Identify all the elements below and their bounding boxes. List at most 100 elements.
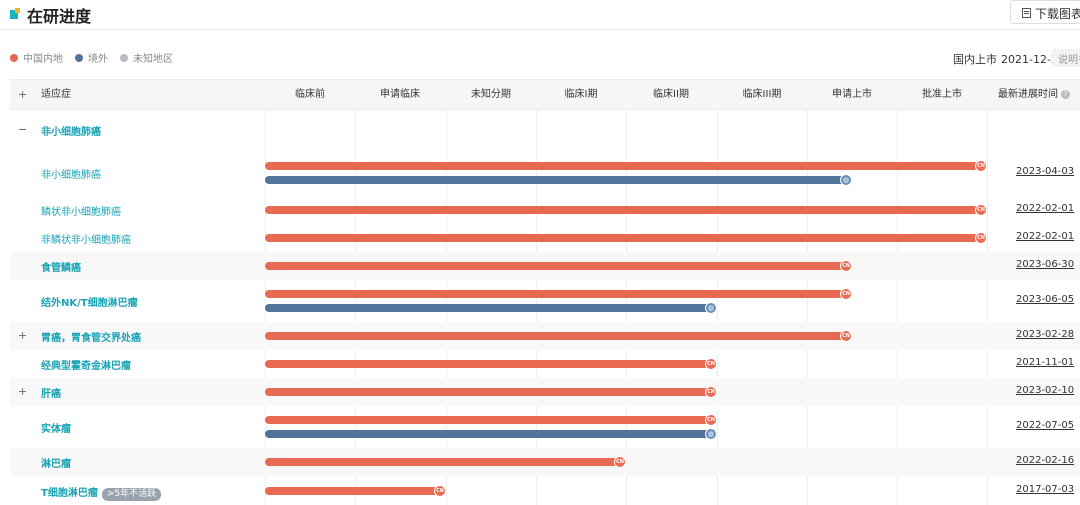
cn-badge-icon: CN [840, 288, 852, 300]
progress-bar-mainland[interactable]: CN [265, 288, 852, 300]
document-icon [1022, 8, 1031, 18]
column-header-indication: 适应症 [41, 89, 71, 100]
cn-badge-icon: CN [840, 330, 852, 342]
latest-progress-date-link[interactable]: 2022-02-16 [1016, 455, 1075, 466]
indication-link[interactable]: 食管鳞癌 [41, 259, 81, 274]
legend-label-mainland: 中国内地 [23, 54, 63, 65]
table-row[interactable]: 鳞状非小细胞肺癌 CN 2022-02-01 [10, 196, 1080, 224]
table-row[interactable]: 食管鳞癌 CN 2023-06-30 [10, 252, 1080, 280]
indication-link[interactable]: 胃癌，胃食管交界处癌 [41, 329, 141, 344]
progress-bar-overseas[interactable]: ◍ [265, 302, 717, 314]
progress-bar-mainland[interactable]: CN [265, 358, 717, 370]
page-title: 在研进度 [27, 7, 92, 26]
cn-badge-icon: CN [614, 456, 626, 468]
indication-link[interactable]: 非小细胞肺癌 [41, 166, 101, 181]
domestic-launch-label: 国内上市 [953, 53, 997, 66]
latest-progress-date-link[interactable]: 2022-02-01 [1016, 231, 1075, 242]
globe-icon: ◍ [705, 302, 717, 314]
latest-progress-date-link[interactable]: 2022-07-05 [1016, 420, 1075, 431]
column-header-phase: 申请上市 [832, 89, 872, 100]
legend-item-unknown[interactable]: 未知地区 [120, 50, 173, 65]
download-chart-button[interactable]: 下载图表 [1010, 0, 1080, 24]
indication-link[interactable]: 结外NK/T细胞淋巴瘤 [41, 294, 138, 309]
indication-label: 淋巴瘤 [41, 459, 71, 470]
legend-item-overseas[interactable]: 境外 [75, 50, 108, 65]
table-row[interactable]: 经典型霍奇金淋巴瘤 CN 2021-11-01 [10, 350, 1080, 378]
latest-progress-date-link[interactable]: 2023-06-30 [1016, 259, 1075, 270]
indication-link[interactable]: 实体瘤 [41, 420, 71, 435]
table-row[interactable]: + 肝癌 CN 2023-02-10 [10, 378, 1080, 406]
table-row[interactable]: 结外NK/T细胞淋巴瘤 CN ◍ 2023-06-05 [10, 280, 1080, 322]
table-row[interactable]: T细胞淋巴瘤 >5年不活跃 CN 2017-07-03 [10, 476, 1080, 505]
latest-progress-date-link[interactable]: 2023-04-03 [1016, 166, 1075, 177]
indication-label: 肝癌 [41, 389, 61, 400]
label-note-button[interactable]: 说明书 [1052, 49, 1080, 67]
download-chart-label: 下载图表 [1035, 7, 1080, 21]
table-row[interactable]: 非鳞状非小细胞肺癌 CN 2022-02-01 [10, 224, 1080, 252]
progress-bar-mainland[interactable]: CN [265, 330, 852, 342]
table-row[interactable]: − 非小细胞肺癌 [10, 110, 1080, 150]
indication-link[interactable]: 鳞状非小细胞肺癌 [41, 203, 121, 218]
table-row[interactable]: 淋巴瘤 CN 2022-02-16 [10, 448, 1080, 476]
progress-bar-mainland[interactable]: CN [265, 260, 852, 272]
indication-label: 食管鳞癌 [41, 263, 81, 274]
indication-link[interactable]: 非小细胞肺癌 [41, 123, 101, 138]
column-divider [987, 79, 988, 505]
column-header-latest: 最新进展时间? [988, 80, 1080, 110]
indication-label: 非鳞状非小细胞肺癌 [41, 235, 131, 246]
progress-bar-mainland[interactable]: CN [265, 456, 626, 468]
globe-icon: ◍ [840, 174, 852, 186]
progress-bar-mainland[interactable]: CN [265, 484, 446, 497]
indication-label: 结外NK/T细胞淋巴瘤 [41, 298, 138, 309]
cn-badge-icon: CN [975, 204, 987, 216]
globe-icon: ◍ [705, 428, 717, 440]
title-logo-icon [10, 8, 20, 19]
indication-label: 胃癌，胃食管交界处癌 [41, 333, 141, 344]
expand-row-toggle[interactable]: + [18, 385, 28, 398]
cn-badge-icon: CN [705, 414, 717, 426]
progress-bar-overseas[interactable]: ◍ [265, 174, 852, 186]
indication-link[interactable]: 淋巴瘤 [41, 455, 71, 470]
latest-progress-date-link[interactable]: 2023-02-28 [1016, 329, 1075, 340]
table-row[interactable]: + 胃癌，胃食管交界处癌 CN 2023-02-28 [10, 322, 1080, 350]
domestic-launch-date: 2021-12-20 [1001, 53, 1065, 66]
indication-link[interactable]: T细胞淋巴瘤 >5年不活跃 [41, 484, 162, 501]
legend-dot-overseas [75, 53, 83, 62]
indication-link[interactable]: 肝癌 [41, 385, 61, 400]
expand-all-toggle[interactable]: + [18, 88, 28, 101]
legend-dot-unknown [120, 53, 128, 62]
column-header-phase: 临床III期 [742, 89, 782, 100]
indication-label: T细胞淋巴瘤 [41, 487, 98, 499]
progress-bar-mainland[interactable]: CN [265, 414, 717, 426]
legend-label-overseas: 境外 [88, 54, 108, 65]
pipeline-table: + 适应症 临床前 申请临床 未知分期 临床I期 临床II期 临床III期 申请上市 批准上市… [10, 79, 1080, 505]
expand-row-toggle[interactable]: + [18, 329, 28, 342]
cn-badge-icon: CN [975, 232, 987, 244]
cn-badge-icon: CN [840, 260, 852, 272]
collapse-row-toggle[interactable]: − [18, 123, 28, 136]
column-header-phase: 未知分期 [471, 89, 511, 100]
indication-link[interactable]: 经典型霍奇金淋巴瘤 [41, 357, 131, 372]
region-legend: 中国内地 境外 未知地区 [10, 50, 173, 65]
progress-bar-mainland[interactable]: CN [265, 204, 987, 216]
indication-label: 实体瘤 [41, 424, 71, 435]
progress-bar-mainland[interactable]: CN [265, 160, 987, 172]
progress-bar-mainland[interactable]: CN [265, 386, 717, 398]
question-circle-icon[interactable]: ? [1061, 89, 1070, 99]
table-row[interactable]: 实体瘤 CN ◍ 2022-07-05 [10, 406, 1080, 448]
indication-label: 非小细胞肺癌 [41, 170, 101, 181]
latest-progress-date-link[interactable]: 2023-06-05 [1016, 294, 1075, 305]
latest-progress-date-link[interactable]: 2022-02-01 [1016, 203, 1075, 214]
legend-label-unknown: 未知地区 [133, 54, 173, 65]
latest-progress-date-link[interactable]: 2023-02-10 [1016, 385, 1075, 396]
cn-badge-icon: CN [434, 484, 446, 497]
progress-bar-mainland[interactable]: CN [265, 232, 987, 244]
cn-badge-icon: CN [705, 358, 717, 370]
legend-item-mainland[interactable]: 中国内地 [10, 50, 63, 65]
latest-progress-date-link[interactable]: 2021-11-01 [1016, 357, 1075, 368]
latest-progress-date-link[interactable]: 2017-07-03 [1016, 483, 1075, 495]
progress-bar-overseas[interactable]: ◍ [265, 428, 717, 440]
column-divider [897, 79, 898, 505]
indication-link[interactable]: 非鳞状非小细胞肺癌 [41, 231, 131, 246]
table-row[interactable]: 非小细胞肺癌 CN ◍ 2023-04-03 [10, 150, 1080, 196]
